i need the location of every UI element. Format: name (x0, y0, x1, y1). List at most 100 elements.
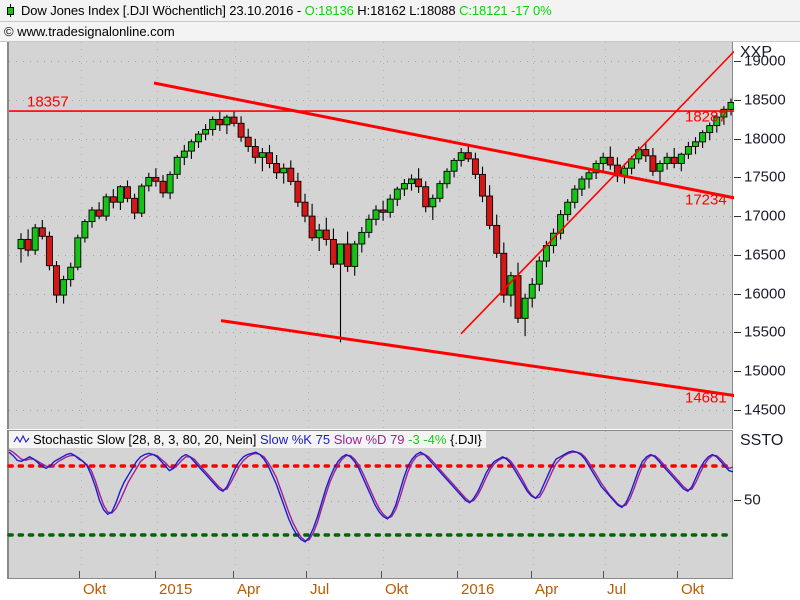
high-value: H:18162 (357, 3, 406, 18)
candle (159, 175, 167, 198)
candle (464, 144, 472, 162)
current-price-tag[interactable]: 18287 (685, 108, 727, 125)
candle (684, 141, 692, 159)
stochastic-axis[interactable]: SSTO 50 (734, 430, 800, 571)
time-tick (603, 571, 604, 578)
candle (88, 206, 96, 228)
price-tick (734, 409, 741, 411)
time-axis-label-Apr: Apr (535, 581, 559, 598)
stoch-vgrid-Okt (81, 431, 82, 571)
candle (578, 175, 586, 196)
stoch-tick (734, 499, 741, 501)
gridline-15000 (9, 370, 732, 372)
time-tick (306, 571, 307, 578)
gridline-17000 (9, 216, 732, 218)
time-axis[interactable]: Okt 2015 Apr Jul Okt 2016 Apr Jul Okt (7, 571, 733, 600)
candle (358, 227, 366, 253)
candle (60, 275, 68, 304)
candle (258, 148, 266, 172)
price-tick (734, 138, 741, 140)
time-axis-label-2015: 2015 (159, 581, 193, 598)
slow-k-line (8, 450, 734, 543)
candle (379, 200, 387, 221)
candle (408, 174, 415, 191)
candle (550, 228, 557, 254)
chart-title-bar: Dow Jones Index [.DJI Wöchentlich] 23.10… (0, 0, 800, 22)
candle (692, 137, 699, 155)
candle (124, 180, 131, 203)
copyright-bar: © www.tradesignalonline.com (0, 22, 800, 42)
candle (166, 171, 174, 200)
descending-upper[interactable] (153, 81, 736, 200)
candle (450, 158, 458, 178)
candle (131, 193, 139, 220)
quote-date: 23.10.2016 (229, 3, 294, 18)
price-axis-label-14500: 14500 (744, 401, 786, 419)
stochastic-axis-label-50: 50 (744, 491, 761, 508)
gridline-19000 (9, 61, 732, 63)
candle (329, 228, 337, 268)
stoch-vgrid-Apr (533, 431, 534, 571)
open-value: O:18136 (304, 3, 354, 18)
candle (493, 214, 501, 258)
candle (415, 168, 423, 193)
candle (564, 199, 572, 221)
candle (81, 219, 89, 243)
candle (642, 141, 650, 162)
slow-d-value: 79 (390, 432, 405, 447)
price-axis-label-15500: 15500 (744, 323, 786, 341)
time-tick (381, 571, 382, 578)
stochastic-series (7, 449, 735, 543)
ascending-support[interactable] (460, 49, 736, 335)
price-chart-panel[interactable]: 18357 18287 17234 14681 (7, 42, 800, 429)
price-axis-label-15000: 15000 (744, 362, 786, 380)
price-tick (734, 61, 741, 63)
candle (138, 183, 146, 217)
slow-d-line (8, 449, 734, 542)
stoch-vgrid-Jul (605, 431, 606, 571)
descending-lower[interactable] (220, 319, 736, 398)
support-tag[interactable]: 14681 (685, 389, 727, 407)
candle (145, 172, 153, 192)
stochastic-panel[interactable] (7, 430, 735, 571)
price-axis-label-19000: 19000 (744, 52, 786, 70)
price-axis[interactable]: XXP 19000 18500 18000 17500 17000 16500 16000 1… (734, 42, 800, 429)
downtrend-tag[interactable]: 17234 (685, 191, 727, 209)
candle (287, 160, 295, 186)
time-tick (233, 571, 234, 578)
stochastic-name: Stochastic Slow (33, 432, 125, 447)
gridline-18000 (9, 138, 732, 140)
stochastic-legend[interactable]: Stochastic Slow [28, 8, 3, 80, 20, Nein]… (9, 431, 486, 448)
stoch-vgrid-Okt (679, 431, 680, 571)
vgrid-2016 (459, 42, 460, 429)
candle (400, 179, 408, 196)
gridline-16500 (9, 254, 732, 256)
candle (457, 148, 465, 167)
price-tick (734, 100, 741, 102)
candle (677, 152, 685, 172)
vgrid-Okt (383, 42, 384, 429)
vgrid-Apr (235, 42, 236, 429)
time-axis-label-Okt: Okt (681, 581, 705, 598)
stochastic-params: [28, 8, 3, 80, 20, Nein] (128, 432, 257, 447)
slow-d-label: Slow %D (333, 432, 387, 447)
resistance-level-tag[interactable]: 18357 (27, 93, 69, 111)
slow-k-label: Slow %K (259, 432, 312, 447)
stochastic-change: -3 (408, 432, 420, 447)
gridline-18500 (9, 100, 732, 102)
candle (280, 163, 288, 184)
stochastic-symbol: {.DJI} (450, 432, 482, 447)
price-axis-label-18500: 18500 (744, 91, 786, 109)
candle (216, 111, 224, 131)
candle (152, 168, 160, 187)
candle (251, 138, 259, 164)
price-axis-label-16000: 16000 (744, 285, 786, 303)
candle (53, 261, 60, 303)
time-axis-label-Okt: Okt (385, 581, 409, 598)
change-percent: 0% (533, 3, 552, 18)
candle (223, 114, 231, 135)
candle (244, 128, 252, 152)
candle (294, 172, 302, 207)
copyright-text: © www.tradesignalonline.com (4, 24, 175, 39)
time-axis-label-Jul: Jul (310, 581, 330, 598)
